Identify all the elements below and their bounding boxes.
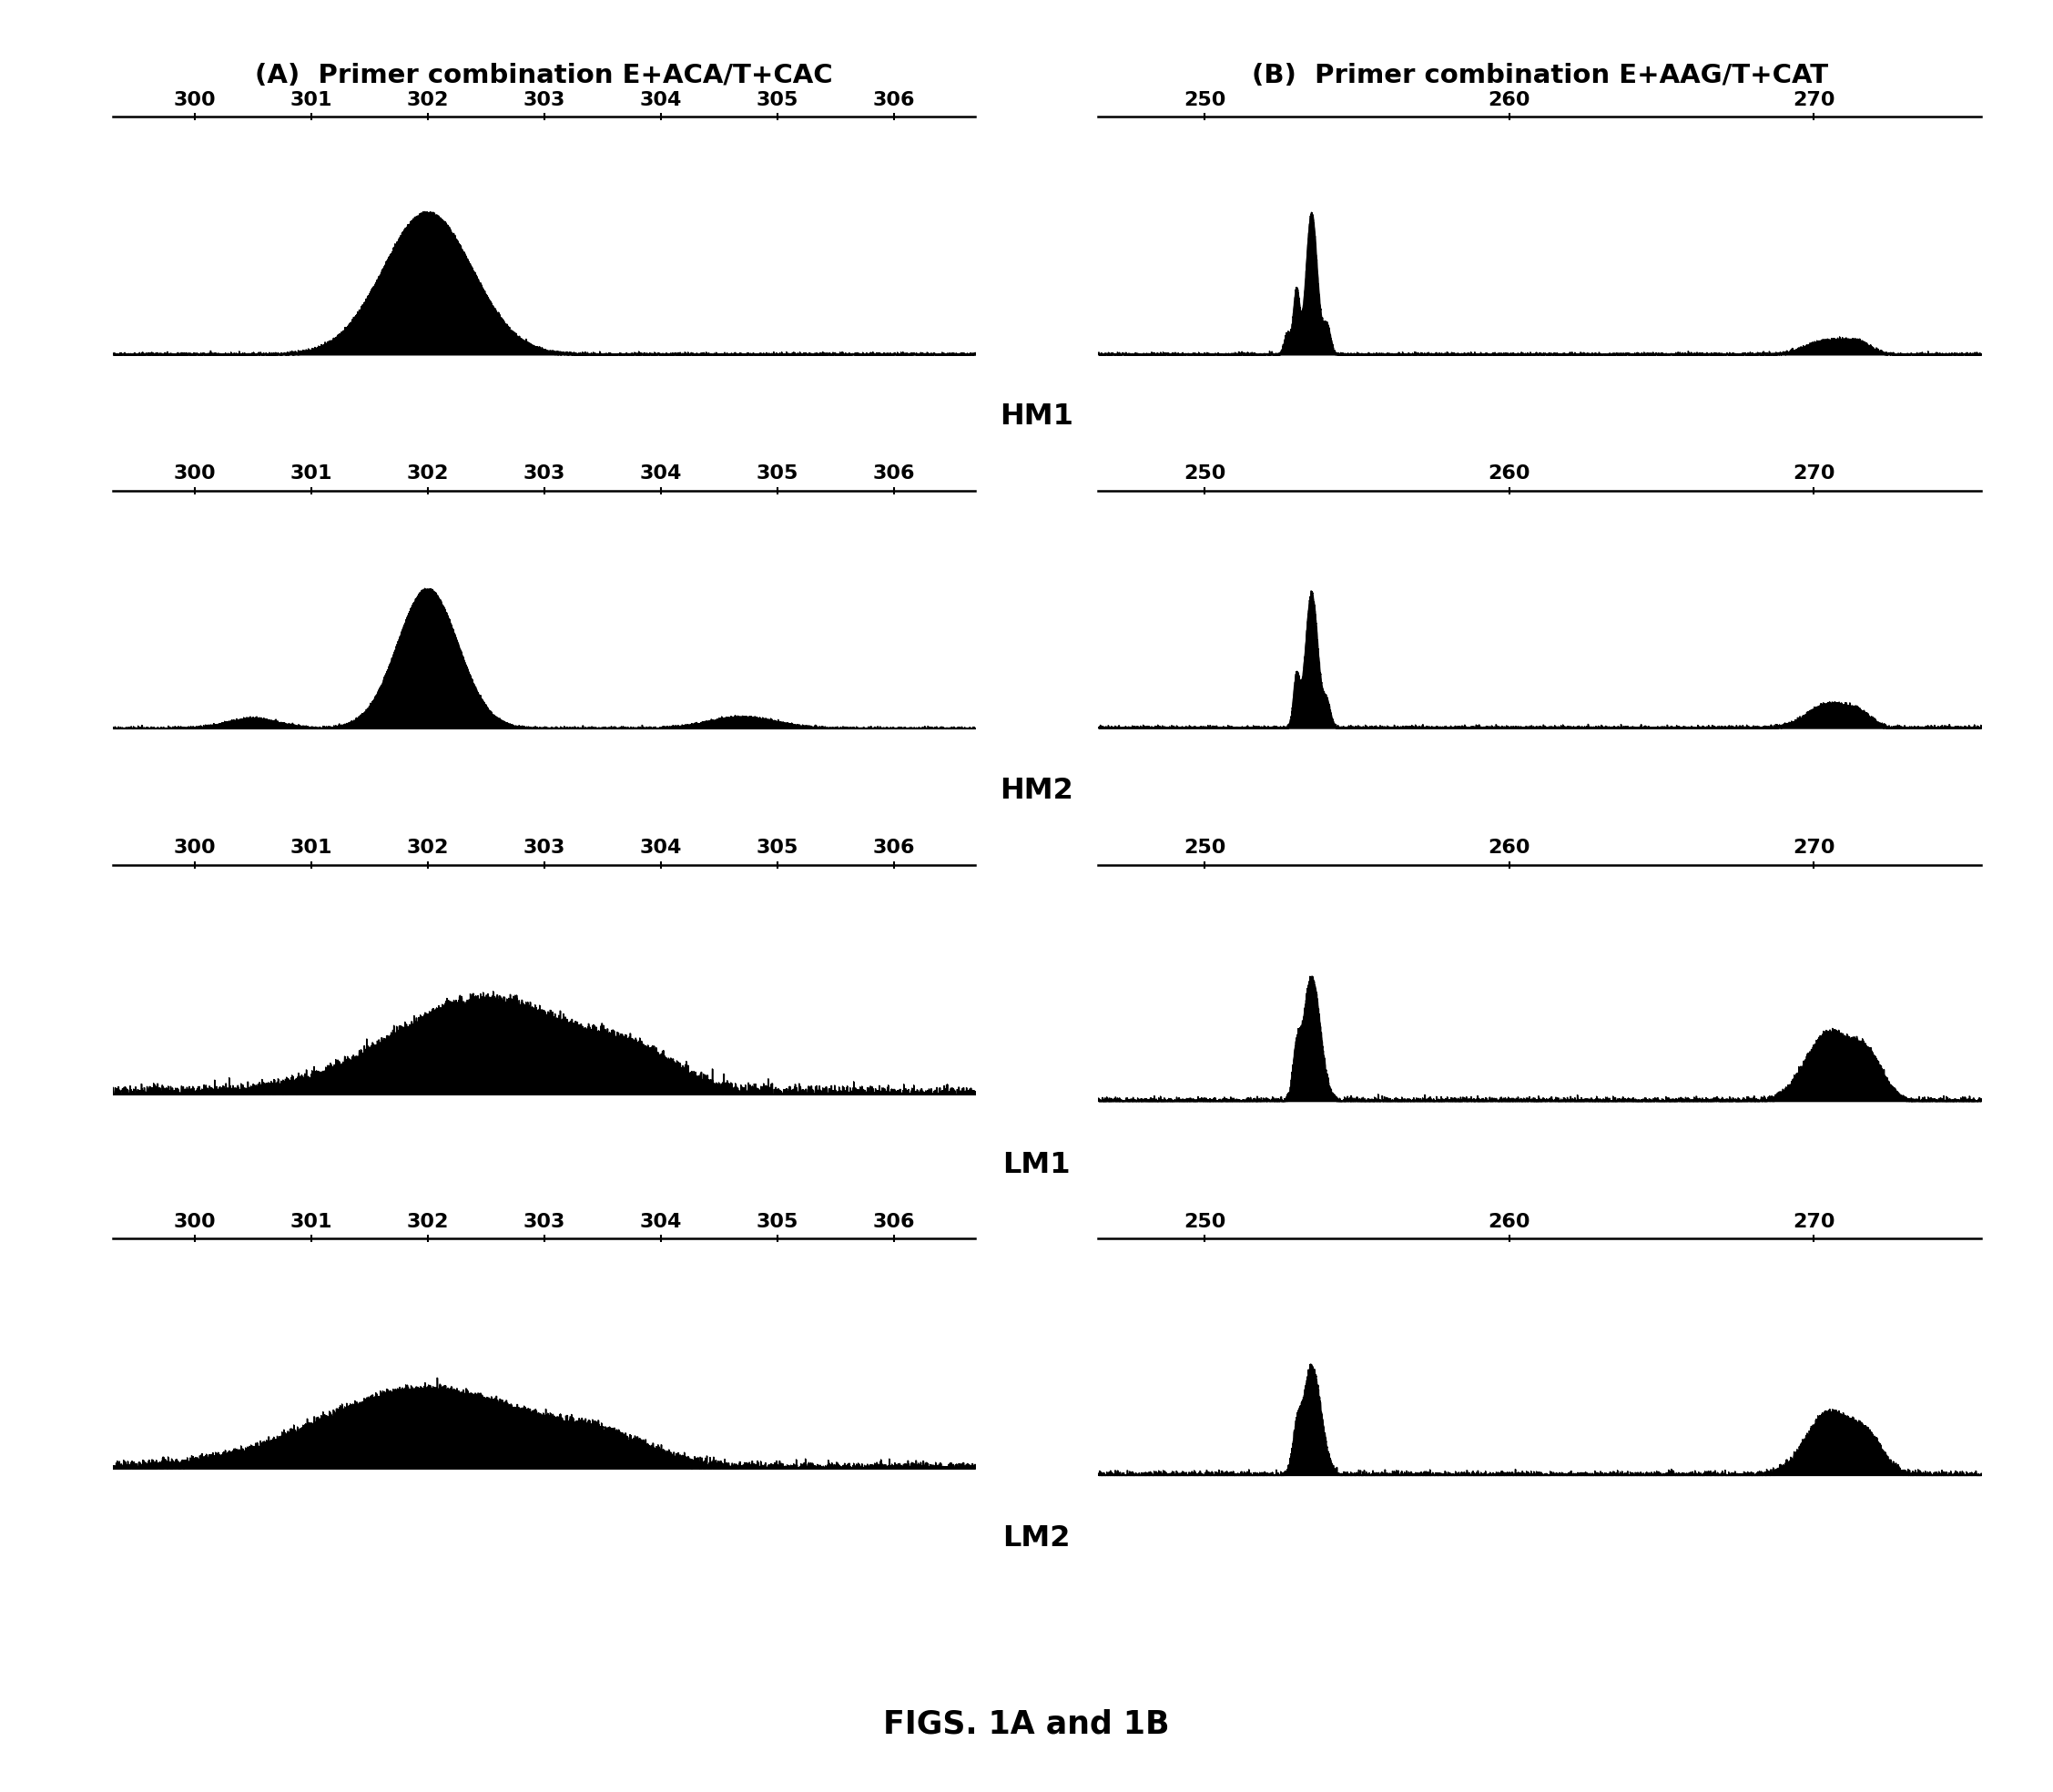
Text: HM1: HM1 [1000,403,1074,430]
Text: FIGS. 1A and 1B: FIGS. 1A and 1B [883,1708,1170,1740]
Text: LM1: LM1 [1002,1150,1072,1179]
Text: LM2: LM2 [1002,1525,1072,1554]
Text: (B)  Primer combination E+AAG/T+CAT: (B) Primer combination E+AAG/T+CAT [1252,63,1827,88]
Text: (A)  Primer combination E+ACA/T+CAC: (A) Primer combination E+ACA/T+CAC [255,63,834,88]
Text: HM2: HM2 [1000,776,1074,805]
